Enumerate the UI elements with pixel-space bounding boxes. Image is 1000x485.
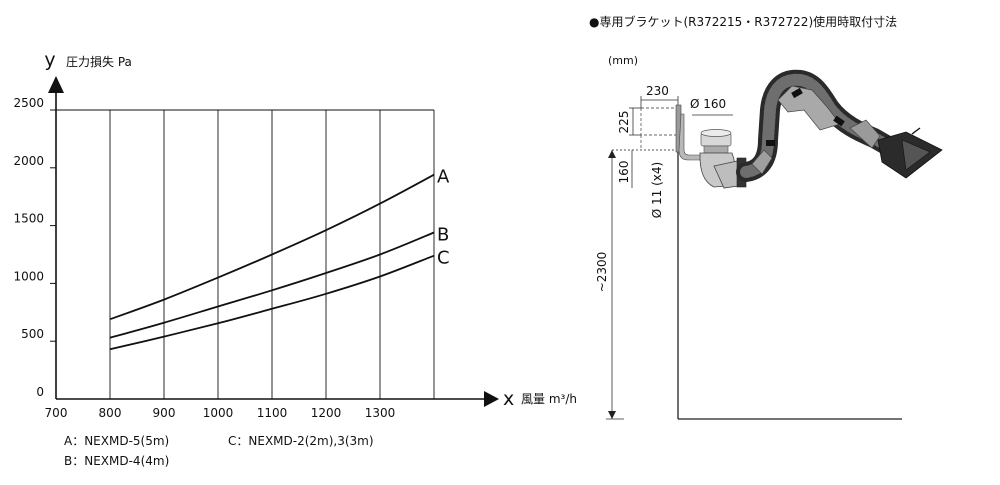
dim-2300-arrow-bottom-icon [608,411,616,419]
x-axis-letter: x [503,388,514,410]
x-axis-label: 風量 m³/h [521,392,577,406]
grid-lines [50,109,435,399]
dim-bolt-label: Ø 11 (x4) [650,162,664,218]
series-line-b [109,231,435,339]
bracket-outline [640,107,679,136]
x-tick-label: 1000 [203,406,234,420]
y-axis-arrow-icon [48,76,64,93]
dim-2300-arrow-top-icon [608,150,616,158]
series-label-a: A [437,167,450,188]
y-axis-letter: y [44,49,55,71]
x-tick-label: 1300 [365,406,396,420]
y-tick-label: 500 [21,327,44,341]
x-tick-label: 1200 [311,406,342,420]
legend-entry-c: C：NEXMD-2(2m),3(3m) [228,434,374,448]
series-labels: A BC [437,167,450,269]
x-tick-labels: 700 800 900 1000 1100 1200 1300 [45,406,396,420]
drawing-title: ●専用ブラケット(R372215・R372722)使用時取付寸法 [589,14,897,29]
dim-225-label: 225 [617,111,631,134]
series-label-b: B [437,225,449,246]
y-tick-label: 2500 [13,96,44,110]
installation-drawing: ●専用ブラケット(R372215・R372722)使用時取付寸法 (mm) 23… [589,14,943,420]
y-tick-labels: 0 500 1000 1500 2000 2500 [13,96,44,399]
series-line-c [109,254,435,351]
y-tick-label: 2000 [13,154,44,168]
dim-dia-label: Ø 160 [690,97,726,111]
series-lines [109,173,435,351]
legend-entry-b: B：NEXMD-4(4m) [64,454,169,468]
legend-entry-a: A：NEXMD-5(5m) [64,434,169,448]
x-axis-arrow-icon [484,391,499,407]
series-line-a [109,173,435,321]
y-tick-label: 1500 [13,212,44,226]
x-tick-label: 900 [153,406,176,420]
extraction-hood [877,127,943,179]
x-tick-label: 700 [45,406,68,420]
y-axis-label: 圧力損失 Pa [66,54,132,69]
y-tick-label: 0 [36,385,44,399]
dim-230-label: 230 [646,84,669,98]
extraction-arm [736,69,898,182]
unit-label: (mm) [608,54,638,67]
x-tick-label: 1100 [257,406,288,420]
dim-2300-label: ~2300 [595,252,609,293]
pressure-loss-chart: y 圧力損失 Pa x 風量 m³/h 0 500 1000 1500 2000 2500… [13,49,577,468]
dim-160-label: 160 [617,161,631,184]
x-tick-label: 800 [99,406,122,420]
series-label-c: C [437,248,450,269]
y-tick-label: 1000 [13,269,44,283]
